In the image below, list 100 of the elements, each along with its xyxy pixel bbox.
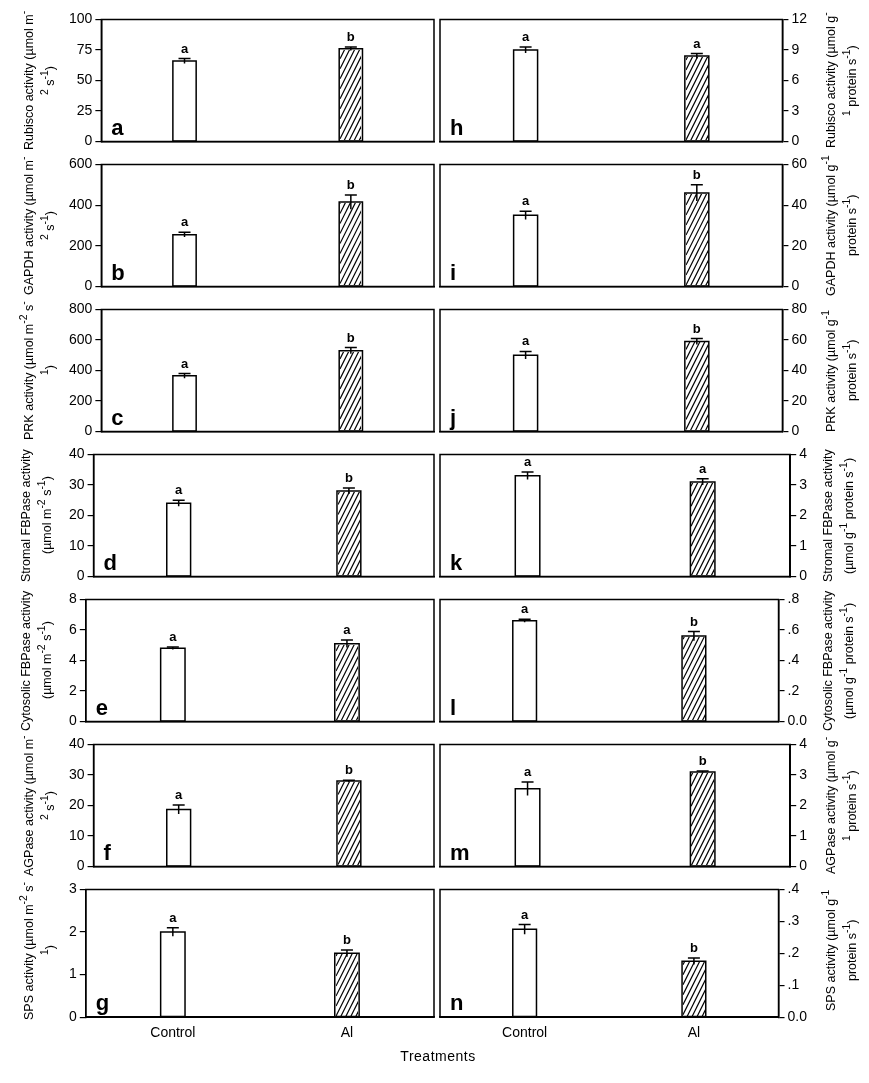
annotation: a <box>111 114 125 140</box>
y-tick-label: 2 <box>799 506 808 523</box>
y-tick-label: 400 <box>69 195 93 212</box>
y-tick-label: 1 <box>799 826 808 843</box>
annotation: a <box>521 193 530 209</box>
annotation: i <box>450 259 457 285</box>
annotation: h <box>450 114 464 140</box>
x-axis-title: Treatments <box>399 1048 477 1064</box>
y-tick-label: 4 <box>68 651 77 668</box>
y-tick-label: 200 <box>69 391 93 408</box>
y-tick-label: 0.0 <box>787 1008 808 1025</box>
y-tick-label: .2 <box>787 681 800 698</box>
y-tick-label: 80 <box>791 300 808 317</box>
annotation: a <box>180 214 189 230</box>
annotation: n <box>450 990 464 1016</box>
y-tick-label: 30 <box>68 765 85 782</box>
annotation: a <box>175 786 184 802</box>
x-tick-label: Control <box>150 1024 196 1041</box>
annotation: f <box>103 839 112 865</box>
annotation: b <box>344 470 353 486</box>
y-tick-label: 200 <box>69 236 93 253</box>
annotation: b <box>342 931 351 947</box>
y-tick-label: 20 <box>68 796 85 813</box>
y-tick-label: 0 <box>84 277 93 294</box>
y-tick-label: 2 <box>68 922 77 939</box>
y-tick-label: .1 <box>787 976 800 993</box>
y-tick-label: .4 <box>787 651 800 668</box>
y-tick-label: 4 <box>799 735 808 752</box>
y-tick-label: 12 <box>791 10 808 27</box>
annotation: a <box>699 460 708 476</box>
y-tick-label: 0 <box>68 712 77 729</box>
annotation: b <box>346 28 355 44</box>
y-tick-label: 800 <box>69 300 93 317</box>
y-tick-label: 3 <box>68 880 77 897</box>
y-tick-label: 4 <box>799 445 808 462</box>
annotation: a <box>169 909 178 925</box>
y-tick-label: 6 <box>68 620 77 637</box>
x-tick-label: Control <box>502 1024 548 1041</box>
annotation: b <box>689 613 698 629</box>
annotation: a <box>343 621 352 637</box>
y-tick-label: 0 <box>68 1008 77 1025</box>
y-tick-label: 0 <box>791 277 800 294</box>
y-tick-label: .8 <box>787 590 800 607</box>
annotation: b <box>698 753 707 769</box>
y-tick-label: 40 <box>791 195 808 212</box>
annotation: b <box>692 166 701 182</box>
annotation: a <box>175 482 184 498</box>
y-tick-label: 75 <box>76 40 93 57</box>
y-tick-label: .4 <box>787 880 800 897</box>
annotation: d <box>103 549 118 575</box>
annotation: e <box>95 694 109 720</box>
annotation: b <box>111 259 125 285</box>
annotation: j <box>449 404 457 430</box>
y-tick-label: 2 <box>799 796 808 813</box>
annotation: l <box>450 694 457 720</box>
y-tick-label: 20 <box>791 391 808 408</box>
y-tick-label: 0 <box>799 857 808 874</box>
y-tick-label: 1 <box>68 965 77 982</box>
annotation: a <box>521 333 530 349</box>
annotation: m <box>450 839 470 865</box>
y-tick-label: 10 <box>68 536 85 553</box>
y-tick-label: 40 <box>791 361 808 378</box>
y-tick-label: 3 <box>791 101 800 118</box>
annotation: a <box>521 906 530 922</box>
annotation: b <box>689 940 698 956</box>
y-tick-label: 0 <box>76 567 85 584</box>
y-tick-label: 40 <box>68 735 85 752</box>
y-tick-label: 25 <box>76 101 93 118</box>
y-tick-label: 20 <box>68 506 85 523</box>
y-tick-label: 600 <box>69 330 93 347</box>
y-tick-label: 0.0 <box>787 712 808 729</box>
y-tick-label: 100 <box>69 10 93 27</box>
y-tick-label: 3 <box>799 475 808 492</box>
annotation: a <box>521 28 530 44</box>
y-tick-label: 6 <box>791 71 800 88</box>
annotation: a <box>523 764 532 780</box>
annotation: g <box>95 990 110 1016</box>
annotation: b <box>344 762 353 778</box>
annotation: a <box>180 355 189 371</box>
annotation: c <box>111 404 124 430</box>
y-tick-label: 0 <box>791 422 800 439</box>
annotation: a <box>693 35 702 51</box>
y-tick-label: 9 <box>791 40 800 57</box>
y-tick-label: 60 <box>791 330 808 347</box>
y-tick-label: 0 <box>76 857 85 874</box>
x-tick-label: Al <box>340 1024 354 1041</box>
annotation: a <box>180 40 189 56</box>
annotation: k <box>450 549 463 575</box>
y-tick-label: 400 <box>69 361 93 378</box>
y-tick-label: 0 <box>799 567 808 584</box>
annotation: b <box>692 320 701 336</box>
y-tick-label: .6 <box>787 620 800 637</box>
y-tick-label: 40 <box>68 445 85 462</box>
y-tick-label: 30 <box>68 475 85 492</box>
y-tick-label: 0 <box>791 132 800 149</box>
annotation: b <box>346 329 355 345</box>
y-tick-label: 0 <box>84 422 93 439</box>
annotation: a <box>521 601 530 617</box>
y-tick-label: .3 <box>787 912 800 929</box>
y-tick-label: 3 <box>799 765 808 782</box>
